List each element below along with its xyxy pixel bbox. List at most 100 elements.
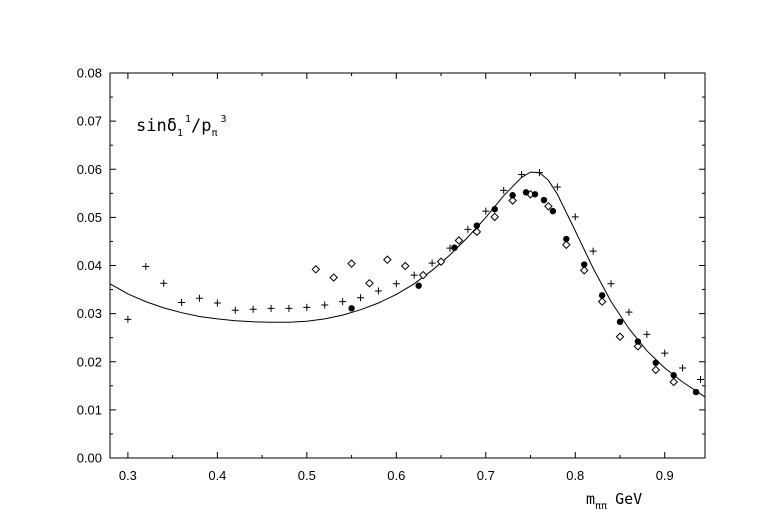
- diamond-marker: [579, 266, 589, 275]
- diamond-marker: [436, 257, 446, 266]
- diamond-marker: [651, 365, 661, 375]
- plus-marker: [643, 330, 651, 338]
- filled-circle-marker: [652, 359, 659, 366]
- filled-circle-marker: [581, 261, 588, 268]
- plus-marker: [607, 280, 615, 288]
- filled-circle-marker: [451, 244, 458, 251]
- filled-circle-marker: [415, 282, 422, 289]
- diamond-marker: [615, 332, 625, 342]
- diamond-marker: [400, 261, 410, 271]
- x-tick-label: 0.3: [119, 468, 137, 483]
- y-tick-label: 0.01: [77, 402, 102, 417]
- filled-circle-marker: [692, 388, 700, 396]
- plus-marker: [679, 364, 687, 372]
- diamond-marker: [633, 342, 643, 351]
- plus-marker: [213, 299, 221, 307]
- y-label-mid: /p: [191, 116, 211, 136]
- y-tick-label: 0.06: [77, 162, 102, 177]
- diamond-marker: [490, 212, 500, 222]
- plus-marker: [374, 287, 382, 295]
- plus-marker: [357, 294, 365, 302]
- plus-marker: [482, 207, 490, 215]
- plus-marker: [553, 183, 561, 191]
- plus-marker: [321, 301, 329, 309]
- filled-circle-marker: [522, 189, 530, 196]
- y-label-sub2: π: [212, 128, 218, 139]
- plus-marker: [178, 299, 186, 307]
- plus-marker: [428, 259, 436, 267]
- diamond-marker: [669, 377, 678, 387]
- diamond-marker: [365, 278, 374, 288]
- plus-marker: [625, 308, 633, 316]
- x-tick-label: 0.5: [298, 468, 316, 483]
- plus-marker: [124, 315, 132, 323]
- y-tick-label: 0.07: [77, 114, 102, 129]
- plus-marker: [231, 306, 239, 314]
- curve-layer: [109, 171, 706, 398]
- y-label-base: sinδ: [136, 116, 177, 136]
- filled-circle-marker: [531, 191, 539, 198]
- diamond-marker: [597, 297, 607, 306]
- y-label-sub1: 1: [177, 128, 183, 139]
- y-label-sup1: 1: [185, 114, 191, 125]
- diamond-marker: [418, 270, 428, 280]
- diamond-marker: [562, 240, 571, 250]
- filled-circle-marker: [473, 222, 481, 229]
- marker-layer: [124, 169, 705, 396]
- filled-circle-marker: [616, 318, 624, 326]
- plus-marker: [160, 279, 168, 287]
- plus-marker: [661, 349, 669, 357]
- diamond-marker: [347, 259, 356, 268]
- plus-marker: [464, 225, 472, 233]
- x-axis-label: mππ GeV: [586, 490, 642, 512]
- filled-circle-marker: [540, 196, 548, 204]
- plus-marker: [142, 262, 150, 270]
- plus-marker: [589, 247, 597, 255]
- plus-marker: [339, 298, 347, 306]
- y-tick-label: 0.00: [77, 451, 102, 466]
- plus-marker: [410, 271, 418, 279]
- filled-circle-marker: [598, 292, 606, 299]
- y-axis-label: sinδ11/pπ3: [136, 114, 227, 139]
- plus-marker: [392, 280, 400, 288]
- y-label-sup2: 3: [221, 114, 227, 125]
- filled-circle-marker: [348, 305, 355, 312]
- plus-marker: [500, 186, 508, 194]
- theory-curve: [109, 171, 706, 398]
- filled-circle-marker: [491, 205, 498, 213]
- x-tick-label: 0.9: [656, 468, 674, 483]
- diamond-marker: [454, 236, 464, 245]
- y-tick-label: 0.04: [77, 258, 102, 273]
- filled-circle-marker: [549, 207, 557, 215]
- plus-marker: [571, 213, 579, 221]
- x-tick-label: 0.7: [477, 468, 495, 483]
- x-label-sub: ππ: [595, 501, 607, 512]
- y-tick-label: 0.08: [77, 66, 102, 81]
- diamond-marker: [311, 265, 321, 274]
- plus-marker: [535, 169, 543, 177]
- filled-circle-marker: [670, 372, 677, 379]
- plus-marker: [267, 304, 275, 312]
- x-label-base: m: [586, 490, 595, 508]
- filled-circle-marker: [509, 192, 516, 199]
- y-tick-label: 0.05: [77, 210, 102, 225]
- x-tick-label: 0.8: [566, 468, 584, 483]
- diamond-marker: [383, 255, 392, 265]
- plus-marker: [518, 171, 526, 179]
- plus-marker: [697, 376, 705, 384]
- filled-circle-marker: [563, 235, 570, 243]
- y-tick-label: 0.02: [77, 354, 102, 369]
- plus-marker: [303, 303, 311, 311]
- plus-marker: [249, 305, 257, 313]
- diamond-marker: [508, 196, 517, 205]
- x-tick-label: 0.4: [208, 468, 226, 483]
- y-tick-label: 0.03: [77, 306, 102, 321]
- plus-marker: [285, 304, 293, 312]
- x-tick-label: 0.6: [387, 468, 405, 483]
- tick-group: 0.00 0.01 0.02 0.03 0.04 0.05 0.06 0.07 0.08 0.3 0…: [77, 66, 705, 483]
- x-label-unit: GeV: [615, 490, 642, 508]
- filled-circle-marker: [634, 338, 642, 345]
- diamond-marker: [329, 273, 338, 282]
- diamond-marker: [544, 201, 553, 211]
